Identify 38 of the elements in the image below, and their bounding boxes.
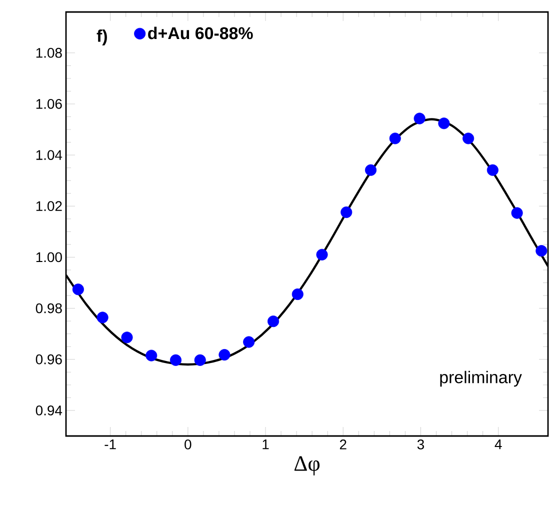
point: [414, 112, 426, 124]
legend-label: d+Au 60-88%: [148, 26, 253, 40]
point: [340, 206, 352, 218]
annotation: preliminary: [440, 370, 522, 387]
x-axis-title: Δφ: [294, 456, 320, 476]
y-tick-label: 1.06: [36, 99, 62, 109]
point: [268, 316, 280, 328]
x-tick-label: 3: [417, 440, 424, 450]
x-tick-label: 1: [262, 440, 269, 450]
x-tick-label: 0: [184, 440, 192, 450]
x-tick-label: -1: [104, 440, 116, 450]
y-tick-label: 1.02: [36, 201, 62, 212]
point: [243, 336, 255, 348]
point: [536, 245, 548, 257]
point: [194, 354, 206, 366]
annotation: f): [96, 30, 107, 46]
point: [389, 132, 401, 144]
y-tick-label: 1.00: [36, 252, 62, 262]
point: [462, 132, 474, 144]
y-tick-label: 0.94: [36, 406, 62, 416]
y-tick-label: 0.98: [36, 303, 62, 314]
x-tick-label: 4: [494, 440, 502, 450]
point: [146, 350, 158, 362]
point: [364, 164, 377, 176]
x-tick-label: 2: [340, 440, 346, 450]
point: [438, 118, 450, 130]
point: [96, 312, 108, 324]
point: [218, 348, 230, 361]
y-tick-label: 1.08: [36, 48, 62, 58]
point: [316, 248, 328, 260]
point: [170, 354, 182, 366]
point: [121, 332, 133, 344]
y-tick-label: 0.96: [36, 354, 62, 364]
point: [292, 288, 304, 300]
point: [511, 207, 523, 219]
point: [486, 164, 498, 176]
point: [72, 284, 84, 296]
y-tick-label: 1.04: [36, 150, 62, 160]
